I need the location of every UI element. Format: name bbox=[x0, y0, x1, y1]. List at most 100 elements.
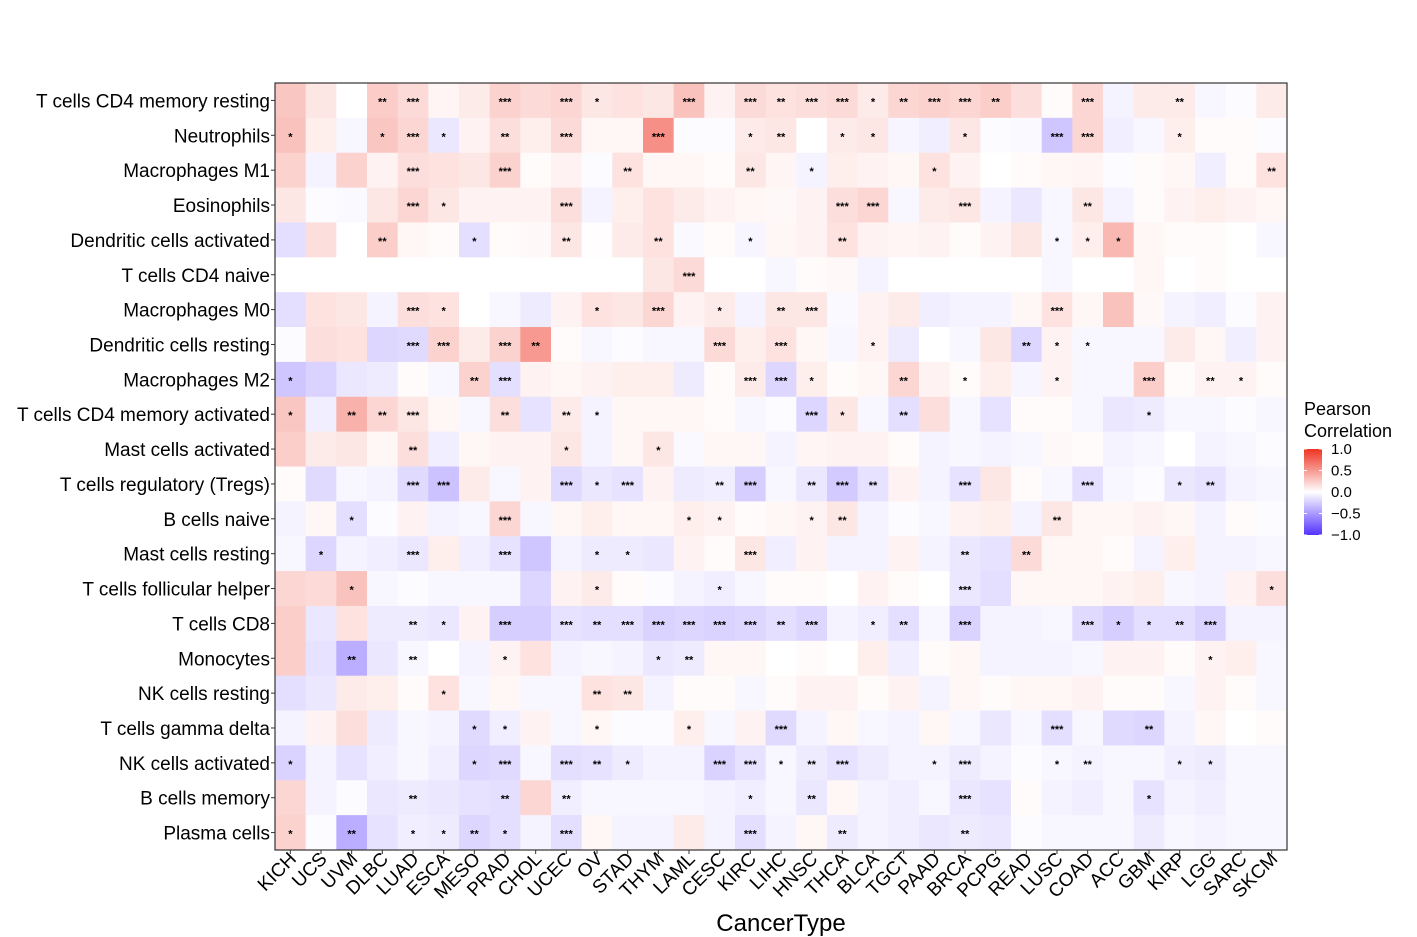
heatmap-cell bbox=[643, 640, 675, 677]
heatmap-cell bbox=[459, 710, 491, 746]
significance-marker: * bbox=[963, 131, 968, 143]
legend-ticks: 1.0 0.5 0.0 −0.5 −1.0 bbox=[1304, 441, 1361, 544]
heatmap-cell bbox=[827, 431, 859, 467]
heatmap-cell bbox=[1195, 292, 1227, 328]
heatmap-cell bbox=[888, 536, 920, 572]
heatmap-cell bbox=[551, 327, 583, 363]
significance-marker: *** bbox=[836, 96, 850, 108]
heatmap-cell bbox=[643, 710, 675, 746]
heatmap-cell bbox=[704, 466, 736, 502]
heatmap-cell bbox=[1103, 187, 1135, 223]
significance-marker: ** bbox=[807, 480, 816, 492]
significance-marker: *** bbox=[499, 550, 513, 562]
heatmap-cell bbox=[520, 571, 552, 607]
heatmap-cell bbox=[305, 815, 337, 851]
heatmap-cell bbox=[949, 292, 981, 328]
heatmap-cell bbox=[520, 83, 552, 119]
heatmap-cell bbox=[735, 187, 767, 223]
significance-marker: * bbox=[687, 515, 692, 527]
heatmap-cell bbox=[1011, 501, 1043, 537]
heatmap-cell bbox=[397, 83, 429, 119]
heatmap-cell bbox=[1133, 640, 1165, 677]
significance-marker: ** bbox=[378, 410, 387, 422]
significance-marker: ** bbox=[746, 166, 755, 178]
significance-marker: *** bbox=[959, 794, 973, 806]
heatmap-cell bbox=[1103, 466, 1135, 502]
heatmap-cell bbox=[980, 117, 1012, 154]
heatmap-cell bbox=[704, 780, 736, 816]
heatmap-cell bbox=[1256, 501, 1288, 537]
heatmap-cell bbox=[1041, 187, 1073, 223]
heatmap-cell bbox=[520, 640, 552, 677]
heatmap-cell bbox=[1225, 815, 1257, 851]
heatmap-cell bbox=[551, 396, 583, 433]
significance-marker: * bbox=[1055, 236, 1060, 248]
heatmap-cell bbox=[704, 536, 736, 572]
heatmap-cell bbox=[551, 710, 583, 746]
heatmap-cell bbox=[673, 396, 705, 433]
heatmap-cell bbox=[1011, 361, 1043, 398]
significance-marker: * bbox=[1116, 619, 1121, 631]
significance-marker: * bbox=[319, 550, 324, 562]
significance-marker: * bbox=[748, 794, 753, 806]
heatmap-cell bbox=[1164, 292, 1196, 328]
heatmap-cell bbox=[827, 257, 859, 293]
heatmap-cell bbox=[1103, 83, 1135, 119]
heatmap-cell bbox=[520, 361, 552, 398]
heatmap-cell bbox=[612, 222, 644, 258]
heatmap-cell bbox=[1195, 222, 1227, 258]
heatmap-cell bbox=[949, 536, 981, 572]
heatmap-cell bbox=[489, 396, 521, 433]
significance-marker: * bbox=[687, 724, 692, 736]
heatmap-cell bbox=[980, 327, 1012, 363]
heatmap-cell bbox=[827, 605, 859, 642]
heatmap-cell bbox=[581, 83, 613, 119]
significance-marker: * bbox=[503, 829, 508, 841]
heatmap-cell bbox=[1195, 571, 1227, 607]
significance-marker: ** bbox=[1206, 480, 1215, 492]
significance-marker: * bbox=[595, 96, 600, 108]
heatmap-cell bbox=[612, 257, 644, 293]
y-tick-label: Plasma cells bbox=[163, 824, 270, 845]
significance-marker: *** bbox=[959, 619, 973, 631]
heatmap-cell bbox=[1256, 466, 1288, 502]
heatmap-cell bbox=[1225, 780, 1257, 816]
heatmap-cell bbox=[673, 327, 705, 363]
heatmap-cell bbox=[673, 466, 705, 502]
heatmap-cell bbox=[275, 745, 307, 781]
heatmap-cell bbox=[980, 431, 1012, 467]
heatmap-cell bbox=[735, 327, 767, 363]
heatmap-cell bbox=[919, 292, 951, 328]
heatmap-cell bbox=[581, 640, 613, 677]
heatmap-cell bbox=[367, 83, 399, 119]
significance-marker: * bbox=[626, 550, 631, 562]
heatmap-cell bbox=[704, 675, 736, 712]
heatmap-cell bbox=[397, 710, 429, 746]
significance-marker: ** bbox=[470, 829, 479, 841]
heatmap-cell bbox=[888, 396, 920, 433]
heatmap-cell bbox=[765, 745, 797, 781]
heatmap-cell bbox=[919, 117, 951, 154]
heatmap-cell bbox=[704, 605, 736, 642]
heatmap-cell bbox=[1133, 605, 1165, 642]
heatmap-cell bbox=[704, 152, 736, 189]
heatmap-cell bbox=[796, 327, 828, 363]
significance-marker: ** bbox=[347, 654, 356, 666]
heatmap-cell bbox=[980, 501, 1012, 537]
heatmap-cell bbox=[1164, 361, 1196, 398]
significance-marker: *** bbox=[775, 340, 789, 352]
significance-marker: *** bbox=[621, 480, 635, 492]
y-tick-label: NK cells activated bbox=[119, 754, 270, 775]
heatmap-cell bbox=[765, 605, 797, 642]
heatmap-cell bbox=[643, 745, 675, 781]
heatmap-cell bbox=[336, 745, 368, 781]
heatmap-cell bbox=[305, 152, 337, 189]
heatmap-cell bbox=[857, 605, 889, 642]
heatmap-cell bbox=[459, 780, 491, 816]
heatmap-cell bbox=[1041, 745, 1073, 781]
significance-marker: * bbox=[595, 410, 600, 422]
heatmap-cell bbox=[673, 83, 705, 119]
heatmap-cell bbox=[796, 501, 828, 537]
heatmap-cell bbox=[428, 501, 460, 537]
heatmap-cell bbox=[857, 501, 889, 537]
